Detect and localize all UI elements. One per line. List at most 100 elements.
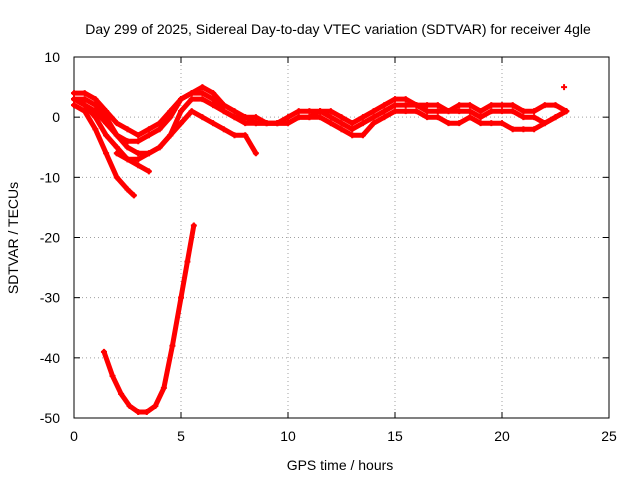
data-point xyxy=(338,114,345,121)
data-point xyxy=(178,96,184,103)
data-point xyxy=(359,132,366,139)
data-point xyxy=(381,114,388,121)
data-point xyxy=(552,102,559,109)
x-tick-label: 20 xyxy=(494,428,510,444)
data-point xyxy=(184,258,191,265)
data-point xyxy=(263,120,270,127)
data-point xyxy=(552,114,559,121)
data-point xyxy=(327,114,334,121)
data-point xyxy=(434,108,441,115)
data-point xyxy=(445,120,452,127)
data-point xyxy=(143,408,150,415)
series-group xyxy=(71,84,570,415)
data-point xyxy=(210,90,217,97)
data-point xyxy=(113,174,120,181)
axes: 0 5 10 15 20 25 10 0 -10 -20 -30 -40 -50 xyxy=(40,49,617,444)
data-point xyxy=(520,126,527,133)
data-point xyxy=(424,102,431,109)
data-point xyxy=(135,150,142,157)
data-point xyxy=(402,102,409,109)
data-point xyxy=(92,102,99,109)
data-point xyxy=(190,222,197,229)
x-tick-label: 15 xyxy=(387,428,403,444)
data-point xyxy=(499,108,505,115)
data-point xyxy=(135,162,142,169)
y-axis-label: SDTVAR / TECUs xyxy=(5,182,21,294)
data-point xyxy=(135,138,142,145)
data-point xyxy=(477,108,484,115)
data-point xyxy=(563,108,570,115)
data-point xyxy=(199,96,206,103)
y-tick-label: -10 xyxy=(40,169,60,185)
data-point xyxy=(295,108,302,115)
data-point xyxy=(92,114,99,121)
data-point xyxy=(349,120,356,127)
data-point xyxy=(92,108,99,115)
series-track-outlier xyxy=(561,84,568,91)
data-point xyxy=(488,120,495,127)
data-point xyxy=(124,144,131,151)
data-point xyxy=(81,108,88,115)
data-point xyxy=(424,114,431,121)
data-point xyxy=(231,114,238,121)
data-point xyxy=(561,84,568,91)
data-point xyxy=(252,120,259,127)
data-point xyxy=(113,132,120,139)
data-point xyxy=(499,102,505,109)
data-point xyxy=(285,120,291,127)
data-point xyxy=(424,108,431,115)
data-point xyxy=(199,90,206,97)
data-point xyxy=(199,84,206,91)
data-point xyxy=(160,384,167,391)
data-point xyxy=(152,402,159,409)
data-point xyxy=(456,120,463,127)
data-point xyxy=(327,108,334,115)
data-point xyxy=(349,132,356,139)
data-point xyxy=(126,402,133,409)
data-point xyxy=(317,108,324,115)
data-point xyxy=(381,108,388,115)
data-point xyxy=(124,138,131,145)
data-point xyxy=(252,114,259,121)
x-tick-label: 25 xyxy=(601,428,617,444)
data-point xyxy=(242,114,249,121)
data-point xyxy=(199,114,206,121)
data-point xyxy=(145,150,152,157)
data-point xyxy=(188,96,195,103)
y-tick-label: -50 xyxy=(40,410,60,426)
data-point xyxy=(156,144,163,151)
data-point xyxy=(135,408,142,415)
data-point xyxy=(370,114,377,121)
data-point xyxy=(434,102,441,109)
data-point xyxy=(285,114,291,121)
data-point xyxy=(477,114,484,121)
data-point xyxy=(210,96,217,103)
data-point xyxy=(359,120,366,127)
chart-title: Day 299 of 2025, Sidereal Day-to-day VTE… xyxy=(85,21,591,37)
data-point xyxy=(188,108,195,115)
data-point xyxy=(456,102,463,109)
data-point xyxy=(81,96,88,103)
data-point xyxy=(402,108,409,115)
data-point xyxy=(252,150,259,157)
data-point xyxy=(103,150,110,157)
data-point xyxy=(413,108,420,115)
data-point xyxy=(317,114,324,121)
data-point xyxy=(92,126,99,133)
data-point xyxy=(520,114,527,121)
data-point xyxy=(456,108,463,115)
data-point xyxy=(295,114,302,121)
data-point xyxy=(145,168,152,175)
data-point xyxy=(349,126,356,133)
data-point xyxy=(103,114,110,121)
data-point xyxy=(445,108,452,115)
data-point xyxy=(71,96,77,103)
data-point xyxy=(338,120,345,127)
data-point xyxy=(81,90,88,97)
data-point xyxy=(130,192,137,199)
data-point xyxy=(488,108,495,115)
data-point xyxy=(178,294,184,301)
data-point xyxy=(113,120,120,127)
data-point xyxy=(178,120,184,127)
